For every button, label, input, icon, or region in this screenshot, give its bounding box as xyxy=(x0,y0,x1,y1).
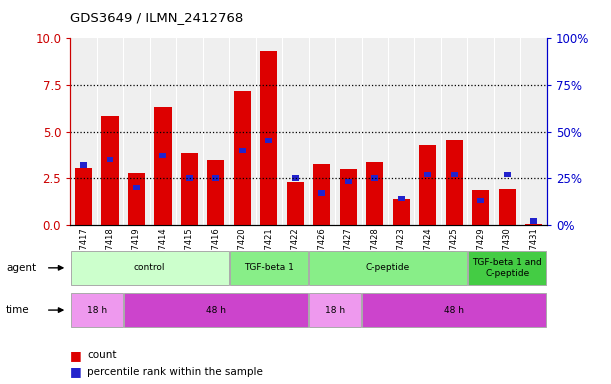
Bar xyxy=(70,38,97,225)
Bar xyxy=(287,182,304,225)
Bar xyxy=(186,175,193,181)
Bar xyxy=(207,161,224,225)
Text: percentile rank within the sample: percentile rank within the sample xyxy=(87,367,263,377)
Bar xyxy=(213,175,219,181)
Bar xyxy=(335,38,362,225)
Bar xyxy=(451,172,458,177)
Bar xyxy=(203,38,229,225)
FancyBboxPatch shape xyxy=(309,293,361,327)
Bar xyxy=(159,153,166,158)
Text: ■: ■ xyxy=(70,365,82,378)
Bar xyxy=(371,175,378,181)
Bar xyxy=(419,144,436,225)
Bar xyxy=(123,38,150,225)
Bar xyxy=(133,185,140,190)
Bar xyxy=(239,147,246,153)
Bar xyxy=(494,38,521,225)
Bar xyxy=(362,38,388,225)
FancyBboxPatch shape xyxy=(468,251,546,285)
FancyBboxPatch shape xyxy=(309,251,467,285)
Bar xyxy=(97,38,123,225)
Text: GDS3649 / ILMN_2412768: GDS3649 / ILMN_2412768 xyxy=(70,12,244,25)
Text: time: time xyxy=(6,305,30,315)
Bar xyxy=(101,116,119,225)
FancyBboxPatch shape xyxy=(124,293,308,327)
FancyBboxPatch shape xyxy=(230,251,308,285)
Bar xyxy=(313,164,331,225)
Bar xyxy=(128,174,145,225)
Bar xyxy=(181,153,198,225)
Bar xyxy=(467,38,494,225)
Bar xyxy=(318,190,325,195)
Bar xyxy=(229,38,255,225)
Bar xyxy=(260,51,277,225)
Text: ■: ■ xyxy=(70,349,82,362)
Bar xyxy=(499,189,516,225)
Bar xyxy=(441,38,467,225)
Bar xyxy=(366,162,383,225)
Bar xyxy=(424,172,431,177)
Bar xyxy=(75,168,92,225)
Bar xyxy=(345,179,352,184)
Bar xyxy=(265,138,273,144)
Bar xyxy=(472,190,489,225)
Bar xyxy=(80,162,87,168)
Bar xyxy=(292,175,299,181)
Bar xyxy=(176,38,203,225)
Text: 48 h: 48 h xyxy=(444,306,464,314)
Text: 18 h: 18 h xyxy=(87,306,107,314)
Bar xyxy=(503,172,511,177)
Text: TGF-beta 1 and
C-peptide: TGF-beta 1 and C-peptide xyxy=(472,258,542,278)
Text: control: control xyxy=(134,263,166,272)
Bar xyxy=(309,38,335,225)
Bar xyxy=(530,218,537,223)
FancyBboxPatch shape xyxy=(71,293,123,327)
Bar xyxy=(414,38,441,225)
Bar xyxy=(282,38,309,225)
FancyBboxPatch shape xyxy=(71,251,229,285)
Bar xyxy=(445,140,463,225)
Bar xyxy=(398,196,404,201)
Bar xyxy=(255,38,282,225)
Text: agent: agent xyxy=(6,263,36,273)
Bar xyxy=(150,38,176,225)
Bar xyxy=(340,169,357,225)
Bar xyxy=(388,38,414,225)
Text: TGF-beta 1: TGF-beta 1 xyxy=(244,263,294,272)
Bar xyxy=(106,157,114,162)
Bar xyxy=(155,107,172,225)
Bar xyxy=(525,224,542,225)
Bar xyxy=(477,198,484,203)
Bar xyxy=(393,200,410,225)
Bar xyxy=(521,38,547,225)
FancyBboxPatch shape xyxy=(362,293,546,327)
Text: count: count xyxy=(87,350,117,360)
Bar xyxy=(234,91,251,225)
Text: 18 h: 18 h xyxy=(325,306,345,314)
Text: 48 h: 48 h xyxy=(206,306,226,314)
Text: C-peptide: C-peptide xyxy=(366,263,410,272)
